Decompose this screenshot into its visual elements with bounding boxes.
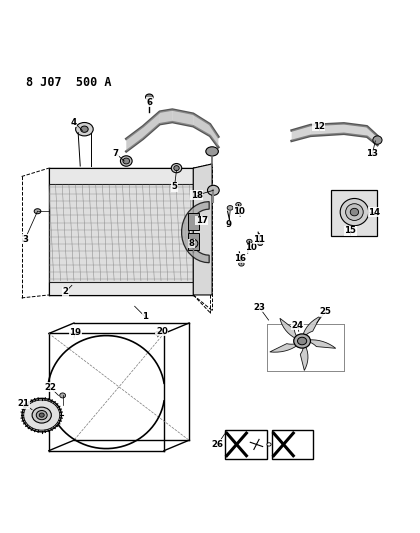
Ellipse shape: [189, 239, 198, 248]
Ellipse shape: [32, 407, 51, 423]
Text: 22: 22: [44, 383, 56, 392]
Ellipse shape: [34, 209, 41, 214]
Text: 8: 8: [188, 239, 194, 248]
Bar: [225, 430, 267, 459]
Ellipse shape: [247, 239, 252, 244]
Bar: [49, 184, 193, 282]
Text: 20: 20: [156, 327, 168, 336]
Text: 8 J07  500 A: 8 J07 500 A: [26, 76, 111, 89]
Bar: [49, 168, 193, 184]
Ellipse shape: [207, 185, 219, 195]
Ellipse shape: [81, 126, 88, 132]
Text: 11: 11: [253, 235, 265, 244]
Polygon shape: [367, 126, 378, 145]
Bar: [49, 282, 193, 295]
Ellipse shape: [346, 204, 363, 221]
Ellipse shape: [236, 203, 241, 207]
Ellipse shape: [121, 156, 132, 166]
Polygon shape: [181, 201, 209, 263]
Polygon shape: [310, 123, 344, 136]
Ellipse shape: [123, 158, 130, 164]
Text: 10: 10: [245, 243, 257, 252]
Ellipse shape: [171, 164, 182, 173]
Polygon shape: [143, 111, 160, 139]
Text: 17: 17: [196, 216, 208, 225]
Text: 7: 7: [113, 149, 119, 158]
Polygon shape: [160, 109, 172, 124]
Text: 24: 24: [292, 321, 304, 329]
Ellipse shape: [227, 206, 233, 210]
Ellipse shape: [258, 241, 263, 246]
Text: 25: 25: [319, 307, 331, 316]
Ellipse shape: [206, 147, 218, 156]
Ellipse shape: [76, 123, 93, 136]
Polygon shape: [193, 114, 210, 136]
Text: 6: 6: [146, 98, 152, 107]
Polygon shape: [300, 343, 308, 370]
Text: 23: 23: [253, 303, 265, 312]
Ellipse shape: [350, 208, 359, 216]
Text: 4: 4: [71, 118, 77, 126]
Text: 16: 16: [234, 254, 246, 263]
Ellipse shape: [267, 443, 271, 446]
Text: 18: 18: [191, 191, 202, 200]
Ellipse shape: [174, 166, 179, 171]
Polygon shape: [126, 126, 143, 151]
Text: 21: 21: [18, 399, 30, 408]
Ellipse shape: [294, 334, 310, 348]
Text: 14: 14: [368, 207, 380, 216]
Bar: [331, 190, 377, 236]
Polygon shape: [193, 164, 212, 295]
Text: 19: 19: [69, 328, 81, 337]
Polygon shape: [280, 318, 299, 340]
Polygon shape: [344, 123, 367, 137]
Polygon shape: [305, 340, 336, 349]
Ellipse shape: [239, 262, 244, 266]
Text: 13: 13: [366, 149, 378, 158]
Bar: [188, 213, 199, 230]
Ellipse shape: [36, 410, 47, 419]
Polygon shape: [270, 343, 300, 352]
Ellipse shape: [297, 337, 307, 345]
Polygon shape: [210, 124, 218, 147]
Polygon shape: [302, 316, 321, 338]
Bar: [272, 430, 313, 459]
Text: 3: 3: [22, 235, 28, 244]
Ellipse shape: [39, 413, 44, 417]
Text: 9: 9: [226, 220, 232, 229]
Ellipse shape: [146, 94, 153, 100]
Ellipse shape: [22, 398, 61, 432]
Text: 12: 12: [313, 122, 325, 131]
Text: 2: 2: [63, 287, 68, 296]
Polygon shape: [291, 125, 310, 141]
Ellipse shape: [155, 332, 160, 336]
Ellipse shape: [340, 198, 369, 225]
Bar: [188, 233, 199, 250]
Text: 1: 1: [142, 312, 148, 321]
Text: 5: 5: [171, 182, 177, 191]
Text: 26: 26: [212, 440, 223, 449]
Ellipse shape: [60, 393, 66, 398]
Polygon shape: [172, 109, 193, 126]
Text: 15: 15: [344, 227, 356, 236]
Ellipse shape: [373, 136, 382, 144]
Text: 10: 10: [234, 207, 245, 216]
